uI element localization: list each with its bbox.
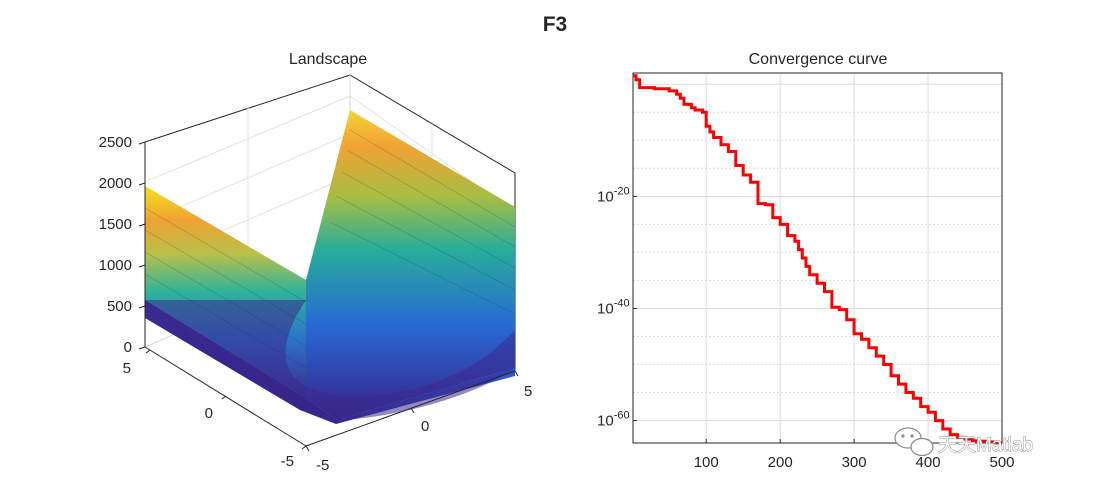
convergence-title: Convergence curve bbox=[749, 51, 888, 68]
x-tick-label: 500 bbox=[989, 454, 1014, 471]
z-tick-label: 500 bbox=[107, 298, 132, 315]
watermark-text: 天天Matlab bbox=[938, 435, 1033, 456]
y-tick-label: -5 bbox=[281, 453, 294, 470]
landscape-z-ticks: 0 500 1000 1500 2000 2500 bbox=[99, 134, 132, 356]
x-tick-label: 0 bbox=[421, 418, 429, 435]
y-tick-label: 5 bbox=[123, 360, 131, 377]
landscape-front-axes bbox=[138, 141, 519, 452]
wechat-icon bbox=[894, 427, 934, 457]
x-tick-label: -5 bbox=[316, 457, 329, 474]
x-tick-label: 5 bbox=[524, 383, 532, 400]
landscape-surface bbox=[144, 110, 516, 424]
landscape-title: Landscape bbox=[289, 51, 367, 68]
y-tick-label: 10-60 bbox=[597, 410, 630, 430]
x-tick-label: 200 bbox=[768, 454, 793, 471]
y-tick-label: 10-40 bbox=[597, 297, 630, 317]
x-tick-label: 100 bbox=[694, 454, 719, 471]
z-tick-label: 2500 bbox=[99, 134, 132, 151]
y-tick-label: 0 bbox=[205, 405, 213, 422]
z-tick-label: 1500 bbox=[99, 216, 132, 233]
convergence-line bbox=[633, 74, 1002, 445]
landscape-y-ticks: 5 0 -5 bbox=[123, 360, 294, 470]
convergence-grid bbox=[633, 73, 1003, 443]
convergence-y-ticks: 10-20 10-40 10-60 bbox=[597, 185, 637, 430]
z-tick-label: 2000 bbox=[99, 175, 132, 192]
landscape-x-ticks: -5 0 5 bbox=[316, 383, 532, 474]
y-tick-label: 10-20 bbox=[597, 185, 630, 205]
x-tick-label: 400 bbox=[916, 454, 941, 471]
figure-title: F3 bbox=[543, 13, 568, 36]
convergence-plot-box bbox=[632, 72, 1003, 444]
z-tick-label: 0 bbox=[124, 339, 132, 356]
convergence-x-ticks: 100 200 300 400 500 bbox=[694, 439, 1015, 471]
convergence-axes: Convergence curve 100 200 300 400 500 10-201… bbox=[597, 51, 1015, 471]
x-tick-label: 300 bbox=[842, 454, 867, 471]
watermark: 天天Matlab bbox=[894, 427, 1033, 457]
z-tick-label: 1000 bbox=[99, 257, 132, 274]
landscape-axes: Landscape bbox=[99, 51, 533, 474]
